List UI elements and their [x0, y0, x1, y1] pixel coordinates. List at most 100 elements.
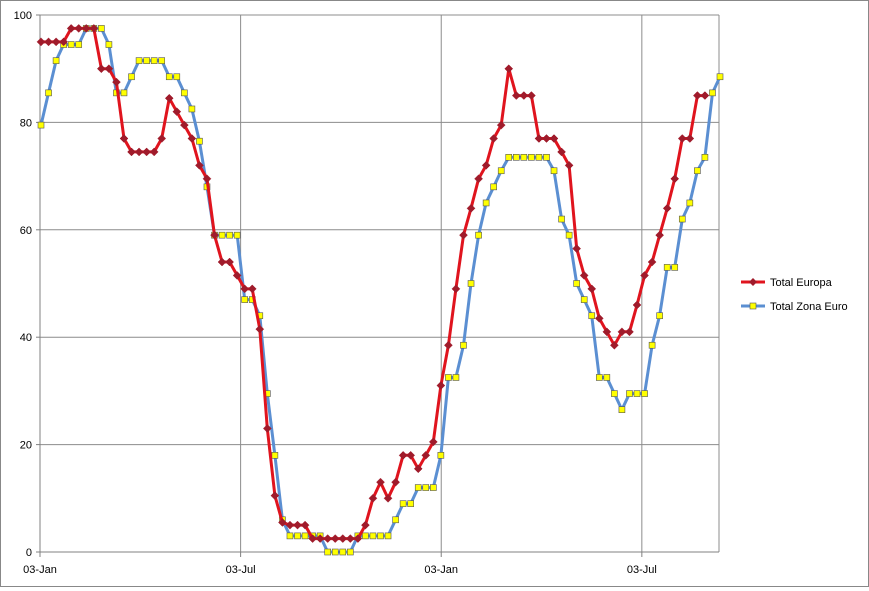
data-point [150, 57, 158, 64]
data-point [444, 340, 453, 350]
data-point [232, 271, 242, 280]
data-point [716, 73, 724, 81]
data-point [97, 64, 106, 74]
data-point [217, 257, 227, 267]
data-point [413, 464, 423, 474]
legend-entry: Total Zona Euro [741, 301, 848, 313]
data-point [196, 137, 203, 145]
data-point [285, 520, 295, 530]
data-point [633, 390, 641, 397]
data-point [134, 147, 144, 157]
data-point [677, 134, 687, 143]
data-point [482, 199, 490, 207]
data-point [202, 174, 212, 184]
data-point [128, 73, 135, 81]
y-tick-label: 100 [14, 10, 32, 22]
data-point [104, 64, 114, 74]
series-line [39, 26, 722, 554]
data-point [685, 134, 695, 143]
data-point [339, 548, 347, 556]
data-point [422, 484, 430, 491]
data-point [451, 284, 461, 294]
data-point [414, 484, 422, 491]
data-point [347, 548, 354, 556]
data-point [557, 147, 566, 157]
data-point [294, 532, 301, 540]
data-point [181, 89, 188, 97]
axes: 0 20 40 60 80 100 03-Jan 03-Jul 03-Jan 03-Jul [14, 10, 719, 576]
data-point [436, 381, 446, 390]
data-point [324, 548, 331, 556]
data-point [301, 532, 309, 540]
data-point [587, 284, 597, 294]
data-point [641, 390, 648, 397]
data-point [527, 91, 536, 100]
data-point [618, 406, 626, 413]
data-point [626, 390, 633, 397]
data-point [353, 534, 363, 543]
data-point [112, 77, 121, 87]
data-point [142, 147, 151, 157]
data-point [127, 147, 136, 157]
data-point [648, 341, 656, 349]
data-point [164, 93, 174, 103]
data-point [709, 89, 716, 97]
data-point [391, 477, 400, 487]
data-point [490, 183, 497, 191]
data-point [330, 534, 340, 543]
data-point [459, 230, 468, 240]
data-point [158, 57, 166, 64]
data-point [542, 134, 551, 143]
data-point [565, 231, 573, 239]
series-line [41, 26, 705, 541]
data-point [361, 520, 370, 530]
data-point [89, 24, 99, 33]
data-point [475, 231, 482, 239]
series-total-europa [36, 24, 710, 543]
data-point [656, 312, 663, 320]
series-group [36, 24, 724, 556]
data-point [98, 25, 105, 32]
y-tick-label: 80 [20, 117, 32, 129]
data-point [119, 134, 129, 143]
data-point [286, 532, 294, 540]
data-point [384, 532, 392, 540]
data-point [179, 120, 189, 130]
data-point [474, 174, 483, 184]
data-point [558, 215, 565, 223]
data-point [550, 167, 558, 175]
data-point [195, 161, 204, 170]
data-point [135, 57, 143, 64]
data-point [549, 134, 559, 143]
data-point [52, 57, 60, 64]
data-point [345, 534, 355, 543]
data-point [271, 452, 279, 459]
data-point [44, 37, 53, 47]
data-point [579, 271, 589, 280]
data-point [505, 154, 513, 161]
data-point [392, 516, 399, 524]
data-point [489, 134, 499, 143]
data-point [66, 24, 76, 33]
data-point [157, 134, 167, 143]
data-point [247, 284, 257, 294]
data-point [572, 244, 582, 253]
data-point [640, 271, 649, 280]
legend: Total Europa Total Zona Euro [741, 277, 848, 313]
data-point [594, 314, 604, 323]
x-tick-label: 03-Jan [23, 564, 57, 576]
data-point [602, 327, 612, 337]
data-point [315, 534, 325, 543]
data-point [255, 324, 265, 334]
data-point [580, 296, 588, 303]
data-point [270, 491, 280, 500]
data-point [81, 24, 91, 33]
data-point [421, 450, 431, 460]
data-point [37, 121, 45, 129]
data-point [496, 120, 506, 130]
data-point [278, 518, 287, 527]
data-point [460, 341, 467, 349]
data-point [497, 167, 505, 175]
data-point [187, 134, 197, 143]
data-point [430, 484, 437, 491]
